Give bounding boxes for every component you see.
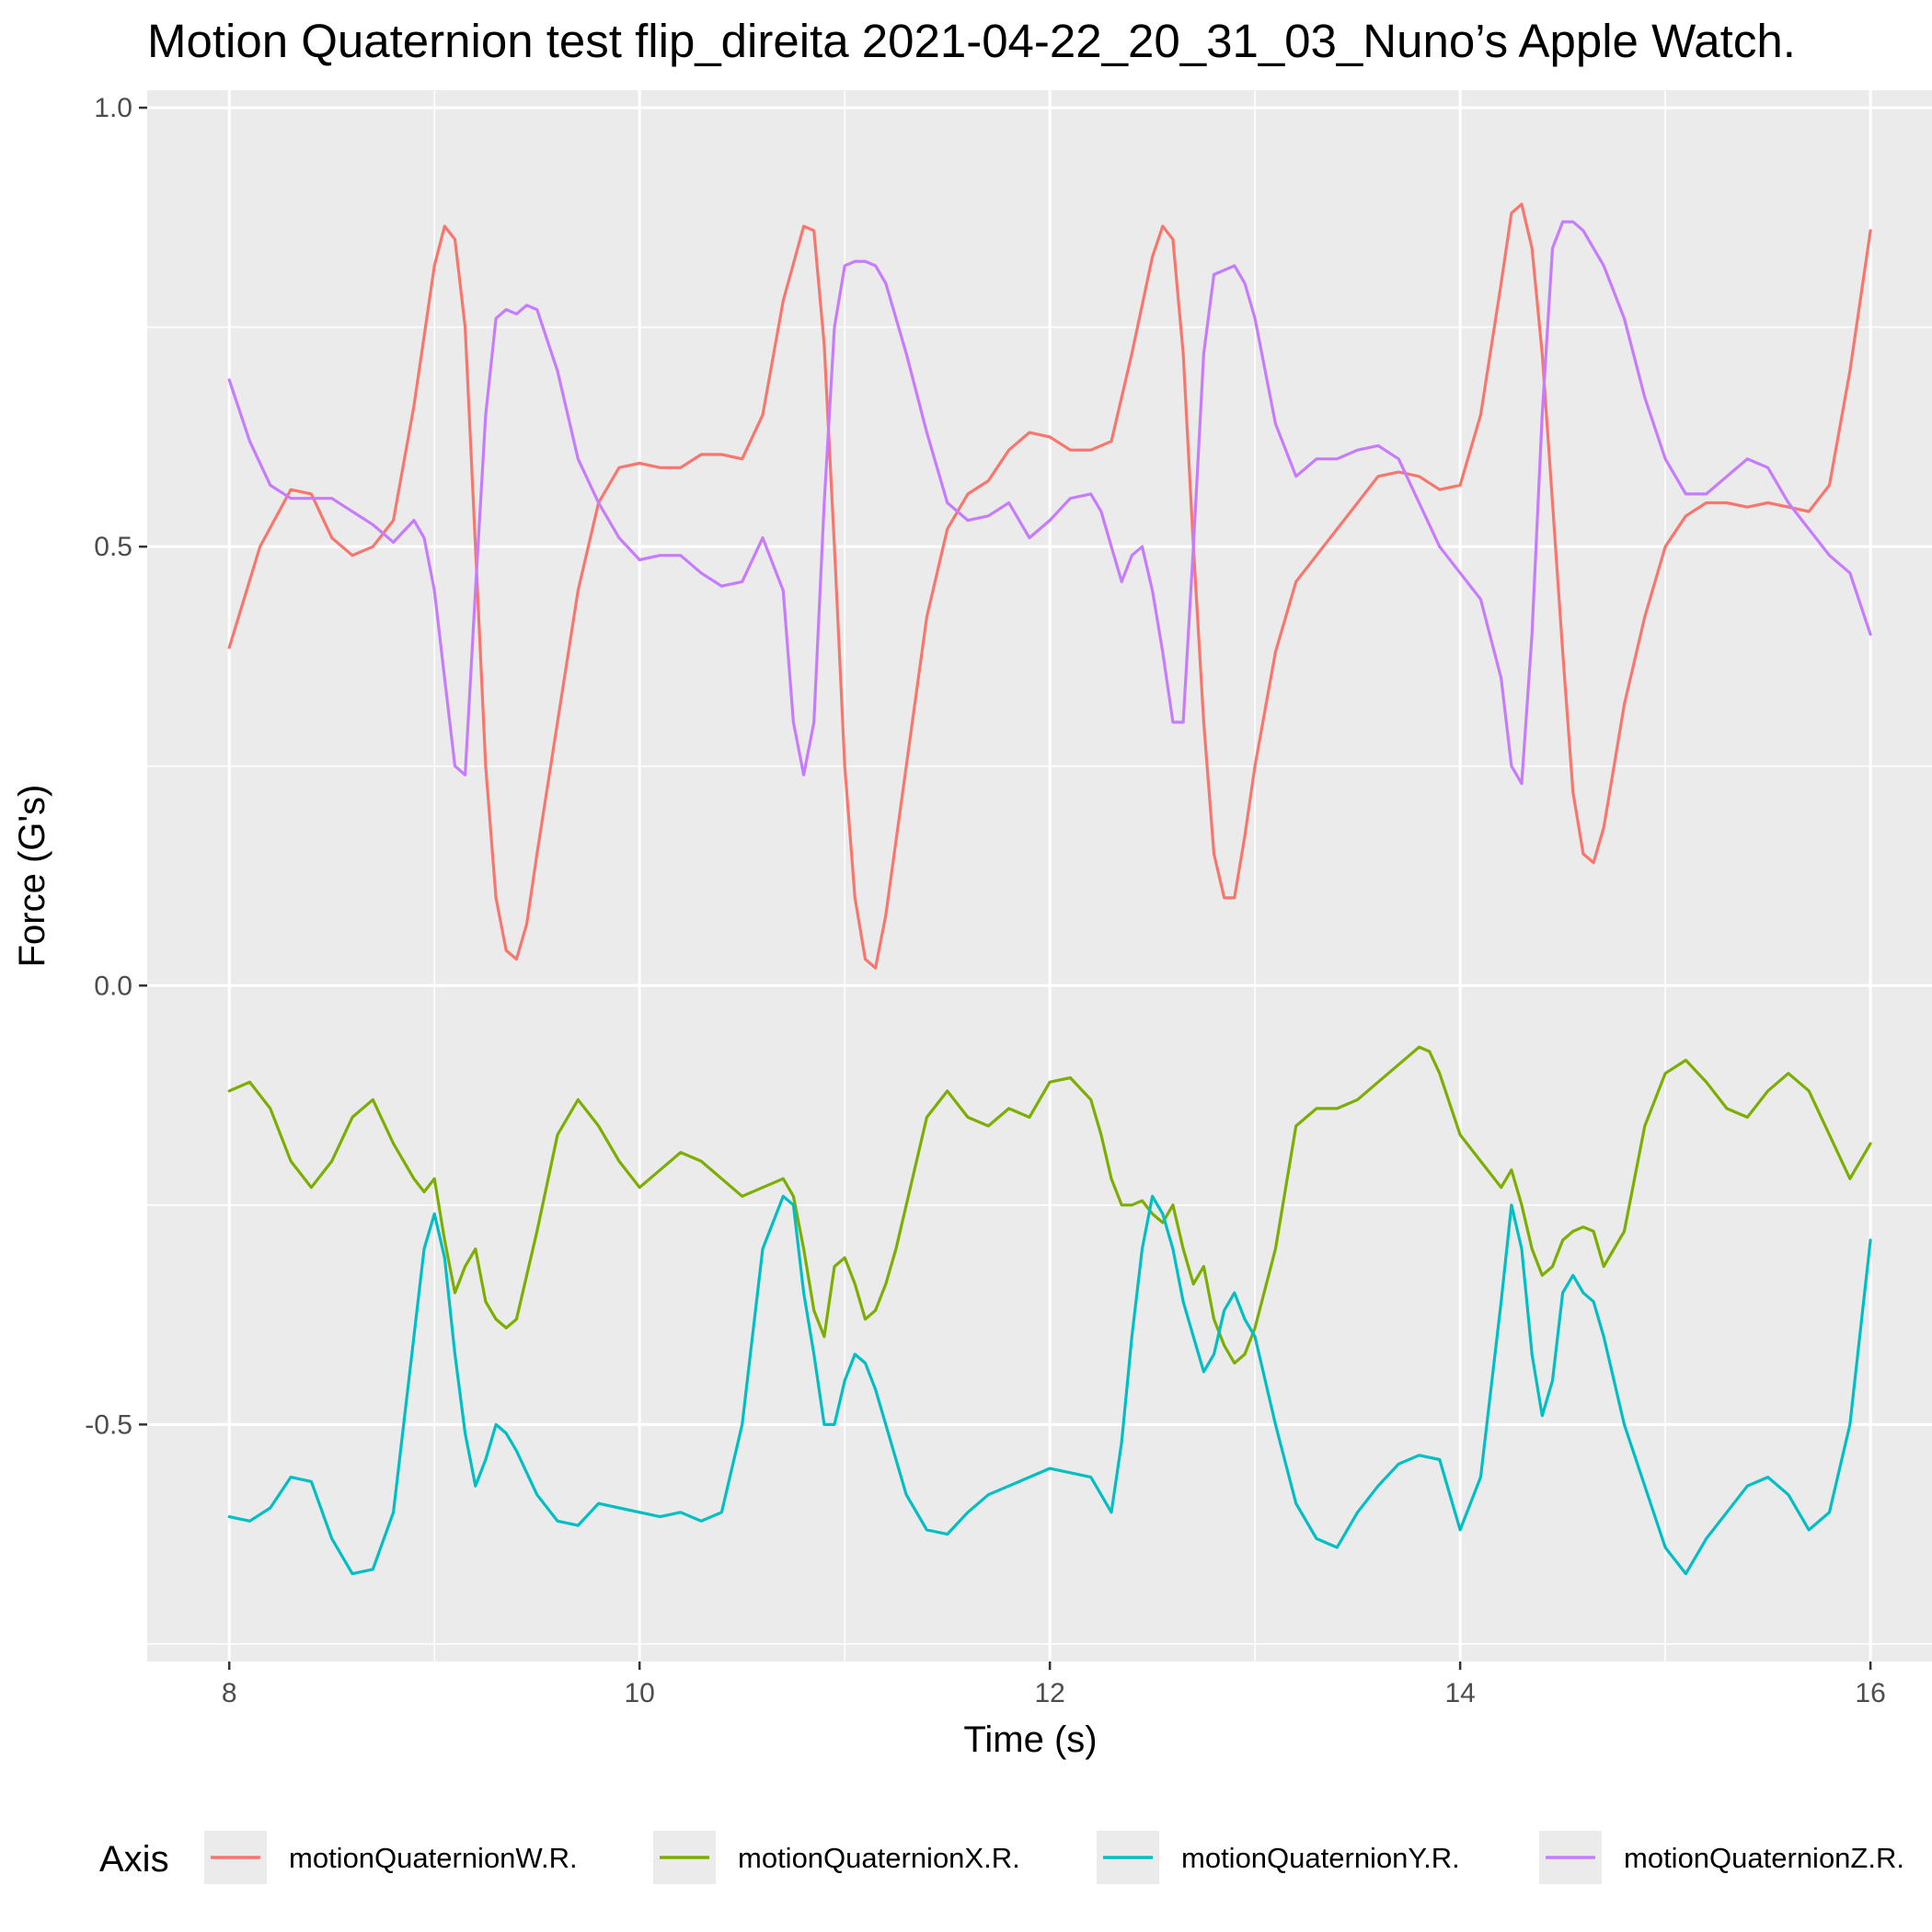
x-tick-label-2: 12 — [1034, 1678, 1064, 1708]
legend-label-0: motionQuaternionW.R. — [289, 1842, 578, 1874]
y-tick-label-1: 0.0 — [94, 971, 132, 1001]
x-axis-title: Time (s) — [963, 1719, 1097, 1760]
legend-title: Axis — [99, 1839, 169, 1880]
y-tick-label-3: 1.0 — [94, 93, 132, 123]
x-axis: 8 10 12 14 16 — [222, 1662, 1886, 1708]
series-lines — [227, 202, 1872, 1576]
y-tick-label-2: 0.5 — [94, 532, 132, 562]
series-line-3 — [227, 220, 1872, 786]
legend-item-1: motionQuaternionX.R. — [653, 1831, 1020, 1884]
y-tick-label-0: -0.5 — [85, 1409, 132, 1440]
legend-item-2: motionQuaternionY.R. — [1097, 1831, 1460, 1884]
minor-gridlines — [147, 90, 1932, 1662]
series-line-1 — [227, 1045, 1872, 1365]
x-tick-label-1: 10 — [624, 1678, 654, 1708]
plot-panel — [147, 90, 1932, 1662]
major-gridlines — [147, 90, 1932, 1662]
y-axis-title: Force (G's) — [12, 785, 52, 968]
legend: Axis motionQuaternionW.R. motionQuaternio… — [99, 1831, 1904, 1884]
series-line-2 — [227, 1194, 1872, 1576]
chart-title: Motion Quaternion test flip_direita 2021… — [147, 15, 1796, 67]
legend-item-3: motionQuaternionZ.R. — [1539, 1831, 1904, 1884]
x-tick-label-3: 14 — [1444, 1678, 1475, 1708]
legend-label-2: motionQuaternionY.R. — [1181, 1842, 1460, 1874]
y-axis: -0.5 0.0 0.5 1.0 — [85, 93, 147, 1440]
series-line-0 — [227, 202, 1872, 970]
legend-item-0: motionQuaternionW.R. — [204, 1831, 578, 1884]
x-tick-label-0: 8 — [222, 1678, 237, 1708]
legend-label-1: motionQuaternionX.R. — [738, 1842, 1020, 1874]
x-tick-label-4: 16 — [1855, 1678, 1885, 1708]
legend-label-3: motionQuaternionZ.R. — [1624, 1842, 1904, 1874]
